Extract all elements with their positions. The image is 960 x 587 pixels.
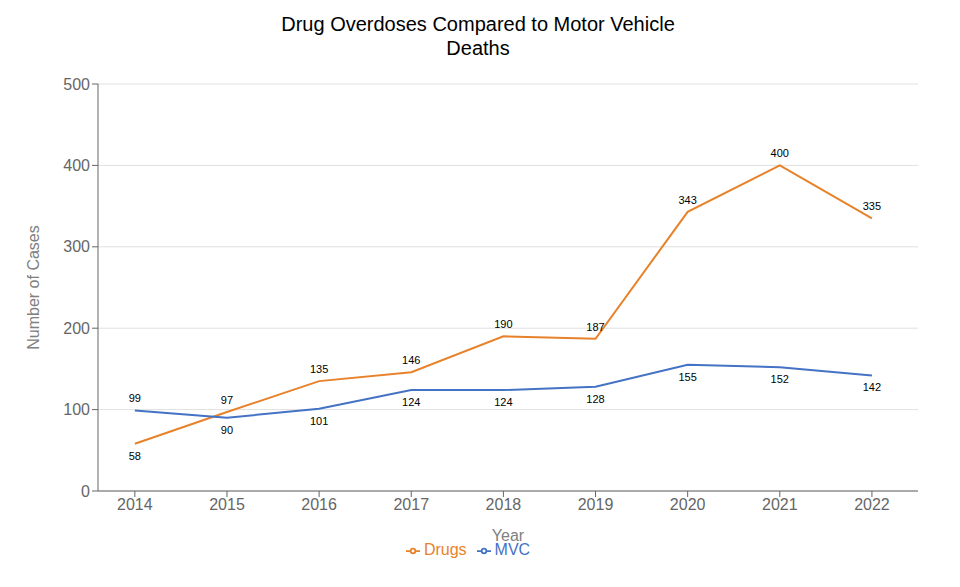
svg-text:58: 58 [129,450,141,462]
svg-text:155: 155 [678,371,696,383]
svg-text:500: 500 [63,76,90,93]
svg-text:300: 300 [63,238,90,255]
svg-text:2018: 2018 [486,496,522,513]
html-text:MVC: MVC [494,541,531,558]
svg-text:2016: 2016 [301,496,337,513]
svg-text:2019: 2019 [578,496,614,513]
svg-text:335: 335 [863,200,881,212]
svg-text:187: 187 [586,321,604,333]
svg-text:101: 101 [310,415,328,427]
svg-text:142: 142 [863,381,881,393]
svg-text:190: 190 [494,318,512,330]
svg-text:99: 99 [129,392,141,404]
svg-text:400: 400 [771,147,789,159]
svg-text:97: 97 [221,394,233,406]
svg-text:343: 343 [678,194,696,206]
svg-text:2014: 2014 [117,496,153,513]
svg-text:128: 128 [586,393,604,405]
svg-text:200: 200 [63,320,90,337]
html-text:Drug Overdoses Compared to Mot: Drug Overdoses Compared to Motor Vehicle [281,13,675,35]
svg-text:Number of Cases: Number of Cases [25,225,42,350]
svg-text:2017: 2017 [393,496,429,513]
html-text:Deaths: Deaths [446,37,510,59]
svg-text:2022: 2022 [854,496,890,513]
svg-text:400: 400 [63,157,90,174]
svg-text:Year: Year [492,527,525,544]
svg-text:90: 90 [221,424,233,436]
svg-text:124: 124 [402,396,420,408]
svg-text:0: 0 [81,483,90,500]
svg-text:2021: 2021 [762,496,798,513]
svg-text:146: 146 [402,354,420,366]
svg-text:124: 124 [494,396,512,408]
svg-text:135: 135 [310,363,328,375]
svg-text:2015: 2015 [209,496,245,513]
svg-text:2020: 2020 [670,496,706,513]
svg-text:152: 152 [771,373,789,385]
html-text:Drugs: Drugs [423,541,467,558]
svg-text:100: 100 [63,401,90,418]
